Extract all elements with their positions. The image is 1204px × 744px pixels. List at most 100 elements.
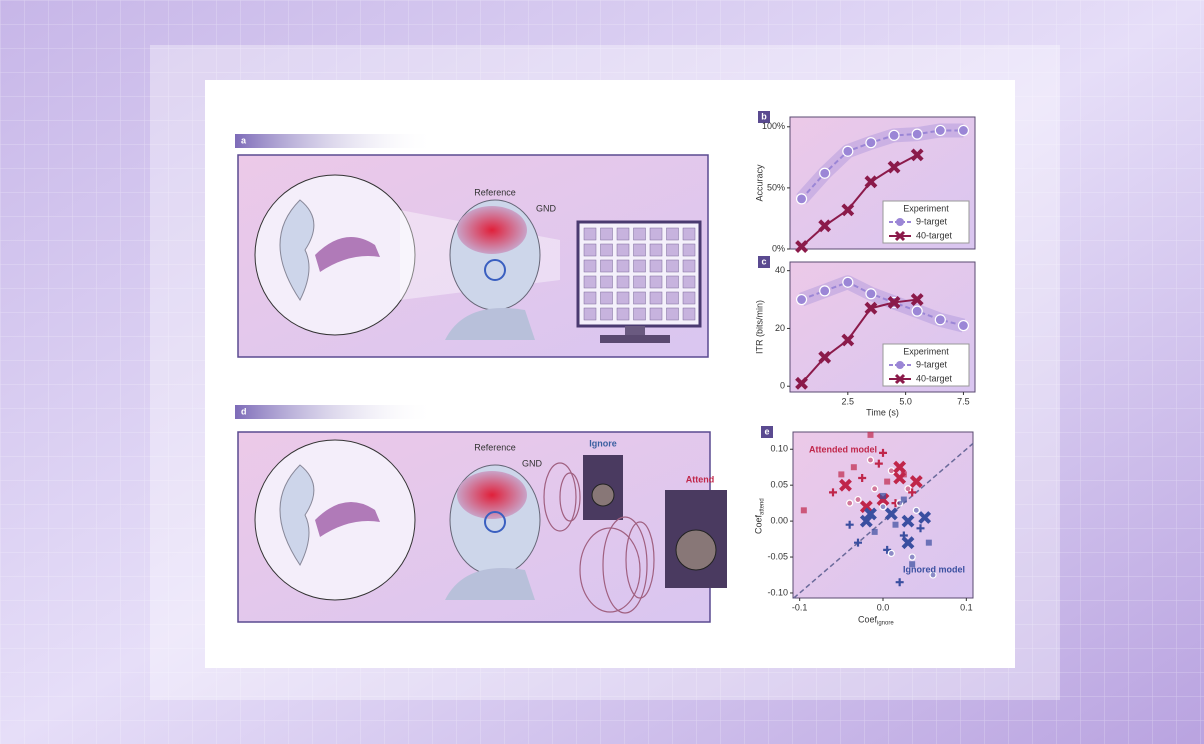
panel-label-box: [758, 111, 770, 123]
ear: [279, 199, 315, 301]
key: [682, 259, 696, 273]
point: [841, 203, 855, 217]
point: [957, 319, 970, 332]
key: [600, 291, 613, 305]
key: [633, 307, 646, 321]
x-axis-label: Time (s): [866, 407, 899, 417]
x-axis-label-sub: ignore: [877, 621, 894, 627]
key: [649, 307, 663, 321]
legend-label: 40-target: [916, 230, 953, 240]
series-annotation: Ignored model: [903, 564, 965, 574]
x-axis-label: Coef: [858, 614, 878, 624]
point: [842, 145, 854, 157]
panel-label: d: [241, 406, 247, 416]
point: [864, 301, 878, 315]
legend-label: 9-target: [916, 216, 948, 226]
legend-marker: [894, 373, 906, 385]
y-axis-label-main: Coef: [753, 515, 763, 535]
point: [871, 528, 878, 535]
key: [666, 243, 679, 257]
point: [846, 499, 854, 507]
point: [934, 314, 946, 326]
y-axis-label: Accuracy: [754, 164, 764, 202]
point: [819, 167, 831, 179]
point: [864, 507, 877, 521]
key: [633, 243, 646, 257]
sound-wave: [543, 462, 577, 532]
key: [682, 243, 696, 257]
key: [633, 291, 646, 305]
gnd-label: GND: [522, 458, 543, 468]
legend-label: 9-target: [916, 359, 948, 369]
point: [854, 538, 862, 547]
y-tick-label: -0.10: [767, 587, 788, 597]
y-axis-label-sub: attend: [760, 498, 766, 515]
y-tick-label: 100%: [762, 121, 785, 131]
point: [859, 500, 873, 514]
point: [838, 471, 845, 478]
point: [888, 129, 900, 141]
point: [839, 478, 852, 492]
plot-area: [792, 431, 974, 599]
point: [910, 293, 924, 306]
panel-header: [235, 134, 435, 148]
point: [929, 571, 937, 579]
monitor-stand: [625, 326, 645, 336]
shoulder: [445, 308, 535, 340]
key: [600, 227, 613, 241]
sound-wave: [602, 516, 648, 614]
legend-title: Experiment: [903, 203, 949, 213]
x-tick-label: 0.1: [960, 602, 973, 612]
point: [818, 219, 832, 233]
point: [887, 160, 901, 174]
x-tick-label: 2.5: [842, 396, 855, 406]
key: [682, 227, 696, 241]
sound-wave: [625, 521, 655, 599]
key: [682, 275, 696, 289]
point: [795, 240, 808, 253]
x-tick-label: -0.1: [792, 602, 808, 612]
reference-label: Reference: [474, 442, 516, 452]
point: [795, 376, 808, 390]
point: [865, 288, 877, 300]
key: [600, 307, 613, 321]
key: [666, 291, 679, 305]
point: [912, 506, 920, 514]
panel-label-box: [758, 256, 770, 268]
y-tick-label: 0%: [772, 243, 785, 253]
electrode: [484, 259, 506, 281]
panel-label: e: [764, 426, 769, 436]
x-tick-label: 5.0: [899, 396, 912, 406]
y-tick-label: 0: [780, 381, 785, 391]
key: [616, 227, 630, 241]
key: [583, 259, 597, 273]
y-tick-label: 0.05: [770, 480, 788, 490]
point: [884, 478, 891, 485]
point: [871, 485, 879, 493]
point: [866, 456, 875, 464]
panel-header: [235, 405, 435, 419]
key: [666, 307, 679, 321]
point: [901, 536, 915, 550]
point: [859, 514, 873, 528]
legend-marker: [894, 230, 906, 242]
point: [934, 124, 946, 137]
reference-label: Reference: [474, 187, 516, 197]
key: [600, 275, 613, 289]
point: [795, 293, 808, 306]
point: [842, 276, 854, 288]
key: [616, 307, 630, 321]
point: [909, 561, 916, 568]
key: [616, 275, 630, 289]
key: [583, 291, 597, 305]
legend-marker: [896, 361, 904, 369]
legend-label: 40-target: [916, 373, 953, 383]
point: [911, 128, 923, 140]
point: [895, 578, 904, 587]
monitor-base: [600, 335, 670, 343]
key: [682, 307, 696, 321]
key: [633, 259, 646, 273]
electrode: [484, 511, 506, 533]
